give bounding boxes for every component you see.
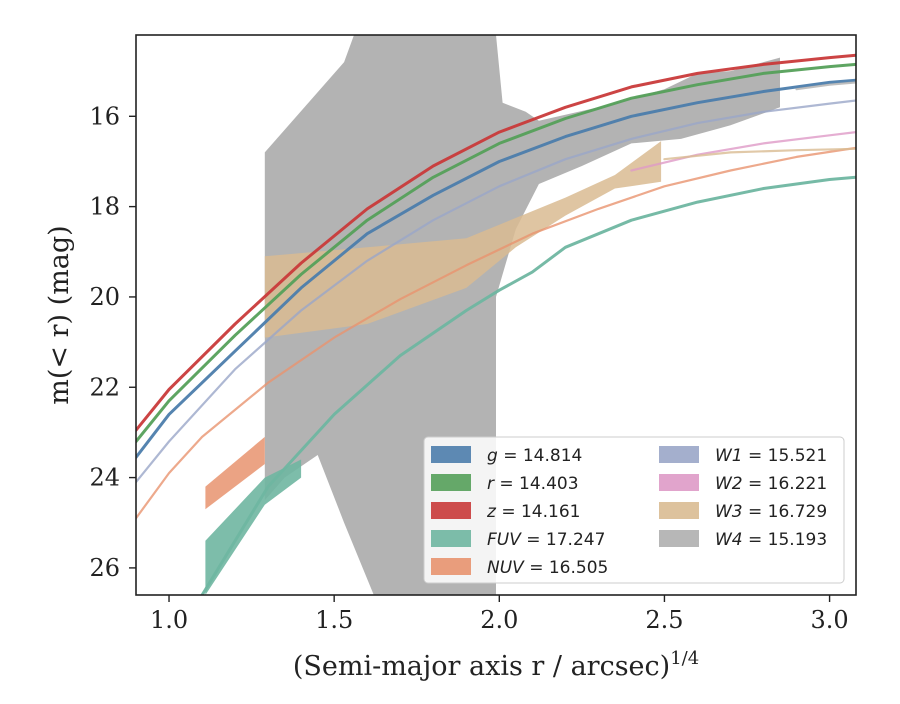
legend-swatch-nuv bbox=[431, 558, 471, 575]
band-w4 bbox=[264, 35, 780, 595]
y-tick-label: 16 bbox=[89, 102, 120, 130]
series-line-nuv bbox=[136, 146, 856, 520]
legend-swatch-w4 bbox=[659, 530, 699, 547]
series-line-z bbox=[136, 53, 856, 432]
legend-swatch-w1 bbox=[659, 446, 699, 463]
series-line-w2 bbox=[630, 131, 856, 172]
x-tick-label: 2.0 bbox=[480, 606, 518, 634]
y-tick-label: 26 bbox=[89, 554, 120, 582]
band-nuv bbox=[205, 436, 265, 510]
legend-label-w3: W3 = 16.729 bbox=[715, 502, 827, 522]
x-tick-label: 3.0 bbox=[810, 606, 848, 634]
x-tick-label: 2.5 bbox=[645, 606, 683, 634]
x-tick-label: 1.0 bbox=[150, 606, 188, 634]
series-line-r bbox=[136, 62, 856, 443]
x-axis-label: (Semi-major axis r / arcsec)1/4 bbox=[293, 648, 699, 682]
y-tick-label: 22 bbox=[89, 373, 120, 401]
x-axis: 1.0 1.5 2.0 2.5 3.0 bbox=[150, 595, 849, 634]
series-line-fuv bbox=[200, 175, 856, 595]
series-line-w4 bbox=[795, 81, 856, 91]
x-tick-label: 1.5 bbox=[315, 606, 353, 634]
legend-swatch-r bbox=[431, 474, 471, 491]
series-line-w3 bbox=[663, 147, 856, 161]
legend-swatch-g bbox=[431, 446, 471, 463]
legend-label-g: g = 14.814 bbox=[487, 446, 582, 466]
legend-label-nuv: NUV = 16.505 bbox=[487, 558, 608, 578]
series-line-w1 bbox=[136, 99, 856, 484]
legend-label-w4: W4 = 15.193 bbox=[715, 530, 827, 550]
legend-swatch-z bbox=[431, 502, 471, 519]
legend-label-w2: W2 = 16.221 bbox=[715, 474, 827, 494]
y-tick-label: 24 bbox=[89, 464, 120, 492]
band-w3 bbox=[264, 141, 662, 338]
legend-swatch-w2 bbox=[659, 474, 699, 491]
lines-layer bbox=[136, 53, 856, 595]
legend-label-w1: W1 = 15.521 bbox=[715, 446, 827, 466]
band-fuv bbox=[205, 459, 302, 595]
plot-frame bbox=[135, 34, 857, 596]
y-tick-label: 20 bbox=[89, 283, 120, 311]
legend-label-z: z = 14.161 bbox=[486, 502, 580, 522]
series-line-g bbox=[136, 78, 856, 459]
legend-box bbox=[423, 436, 845, 584]
legend-label-fuv: FUV = 17.247 bbox=[487, 530, 605, 550]
legend-label-r: r = 14.403 bbox=[487, 474, 579, 494]
bands-layer bbox=[205, 35, 780, 595]
legend: g = 14.814 r = 14.403 z = 14.161 FUV = 17.2… bbox=[423, 436, 845, 584]
y-tick-label: 18 bbox=[89, 193, 120, 221]
legend-swatch-w3 bbox=[659, 502, 699, 519]
y-axis-label: m(< r) (mag) bbox=[44, 225, 75, 404]
legend-swatch-fuv bbox=[431, 530, 471, 547]
y-axis: 16 18 20 22 24 26 bbox=[89, 102, 136, 582]
